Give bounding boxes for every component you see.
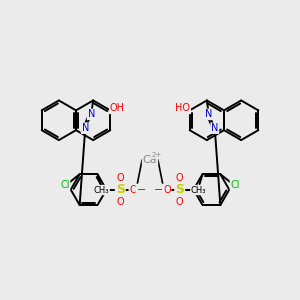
Text: 2+: 2+ bbox=[152, 152, 162, 158]
Text: S: S bbox=[116, 183, 125, 196]
Text: Ca: Ca bbox=[143, 155, 157, 165]
Text: O: O bbox=[116, 173, 124, 183]
Text: Cl: Cl bbox=[230, 180, 240, 190]
Text: N: N bbox=[88, 109, 95, 119]
Text: HO: HO bbox=[175, 103, 190, 113]
Text: N: N bbox=[211, 123, 218, 133]
Text: O: O bbox=[176, 173, 184, 183]
Text: O: O bbox=[129, 184, 137, 195]
Text: Cl: Cl bbox=[60, 180, 70, 190]
Text: −: − bbox=[136, 184, 146, 195]
Text: CH₃: CH₃ bbox=[191, 185, 206, 194]
Text: O: O bbox=[176, 196, 184, 206]
Text: CH₃: CH₃ bbox=[94, 185, 109, 194]
Text: O: O bbox=[163, 184, 171, 195]
Text: N: N bbox=[82, 123, 89, 133]
Text: −: − bbox=[154, 184, 164, 195]
Text: S: S bbox=[175, 183, 184, 196]
Text: N: N bbox=[205, 109, 212, 119]
Text: OH: OH bbox=[110, 103, 125, 113]
Text: O: O bbox=[116, 196, 124, 206]
